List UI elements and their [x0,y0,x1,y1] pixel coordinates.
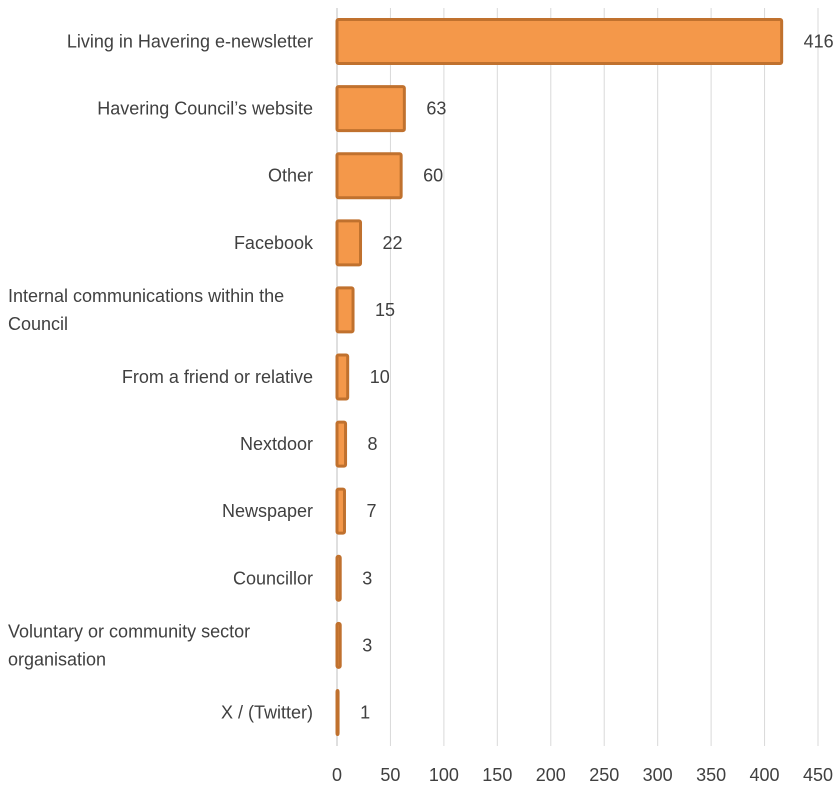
category-label: Nextdoor [240,434,313,454]
x-tick-label: 300 [643,765,673,785]
data-labels: 416 63 60 22 15 10 8 7 3 3 1 [360,32,834,723]
data-label: 3 [362,568,372,588]
x-tick-label: 0 [332,765,342,785]
category-label: Internal communications within the Counci… [8,286,284,334]
data-label: 416 [804,32,834,52]
bar [335,286,355,334]
bar [335,152,403,200]
category-label: Voluntary or community sector organisatio… [8,621,250,669]
data-label: 63 [426,99,446,119]
bar [335,688,340,736]
data-label: 15 [375,300,395,320]
data-label: 3 [362,635,372,655]
bar [335,85,406,133]
bar [335,621,342,669]
x-tick-label: 200 [536,765,566,785]
bar [335,353,350,401]
bars [335,18,784,736]
data-label: 1 [360,702,370,722]
bar [335,18,784,66]
data-label: 7 [366,501,376,521]
x-tick-label: 250 [589,765,619,785]
category-label: Other [268,166,313,186]
bar [335,487,346,535]
category-label: Facebook [234,233,314,253]
x-tick-label: 450 [803,765,833,785]
x-tick-label: 50 [380,765,400,785]
gridlines [336,8,819,746]
data-label: 10 [370,367,390,387]
bar [335,420,348,468]
category-label: Living in Havering e-newsletter [67,32,313,52]
category-label: Newspaper [222,501,313,521]
x-tick-label: 100 [429,765,459,785]
category-label: From a friend or relative [122,367,313,387]
data-label: 22 [383,233,403,253]
x-axis-ticks: 0 50 100 150 200 250 300 350 400 450 [332,765,833,785]
data-label: 60 [423,166,443,186]
x-tick-label: 350 [696,765,726,785]
x-tick-label: 400 [750,765,780,785]
data-label: 8 [368,434,378,454]
category-labels: Living in Havering e-newsletter Havering … [8,32,314,723]
bar [335,554,342,602]
x-tick-label: 150 [482,765,512,785]
category-label: X / (Twitter) [221,702,313,722]
category-label: Havering Council’s website [97,99,313,119]
category-label: Councillor [233,568,313,588]
bar [335,219,363,267]
